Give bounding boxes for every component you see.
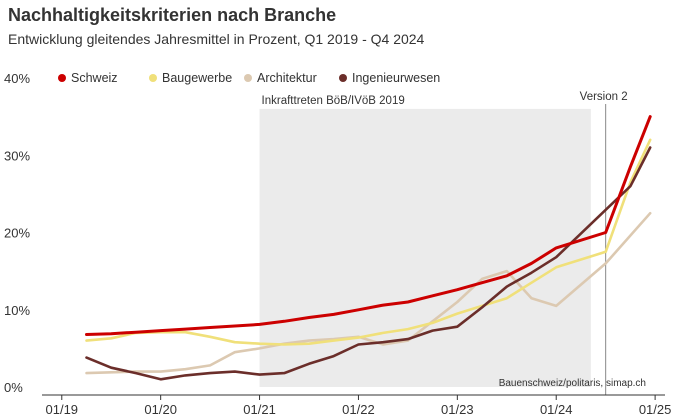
y-tick-label: 0%	[4, 380, 23, 395]
series-line-baugewerbe	[85, 138, 652, 346]
y-tick-label: 40%	[4, 71, 30, 86]
source-note: Bauenschweiz/politaris, simap.ch	[499, 378, 646, 389]
x-tick-label: 01/20	[144, 402, 177, 417]
x-tick-label: 01/23	[441, 402, 474, 417]
shaded-region-boeb	[259, 108, 591, 388]
x-tick-label: 01/19	[46, 402, 79, 417]
legend-marker-architektur	[244, 74, 252, 82]
legend-marker-schweiz	[58, 74, 66, 82]
x-tick-label: 01/25	[639, 402, 672, 417]
legend-label-baugewerbe: Baugewerbe	[162, 71, 232, 85]
legend-label-schweiz: Schweiz	[71, 71, 118, 85]
y-tick-label: 10%	[4, 303, 30, 318]
y-tick-label: 30%	[4, 148, 30, 163]
annotation-boeb: Inkrafttreten BöB/IVöB 2019	[262, 95, 405, 107]
x-tick-label: 01/24	[540, 402, 573, 417]
x-tick-label: 01/21	[243, 402, 276, 417]
series-line-schweiz	[85, 115, 652, 336]
annotation-version-2: Version 2	[580, 91, 628, 103]
legend-marker-baugewerbe	[149, 74, 157, 82]
chart-title: Nachhaltigkeitskriterien nach Branche	[8, 5, 337, 25]
series-line-ingenieurwesen	[85, 146, 652, 381]
chart-subtitle: Entwicklung gleitendes Jahresmittel in P…	[8, 31, 425, 47]
legend-marker-ingenieurwesen	[339, 74, 347, 82]
legend-label-ingenieurwesen: Ingenieurwesen	[352, 71, 440, 85]
x-tick-label: 01/22	[342, 402, 375, 417]
legend-label-architektur: Architektur	[257, 71, 317, 85]
y-tick-label: 20%	[4, 226, 30, 241]
